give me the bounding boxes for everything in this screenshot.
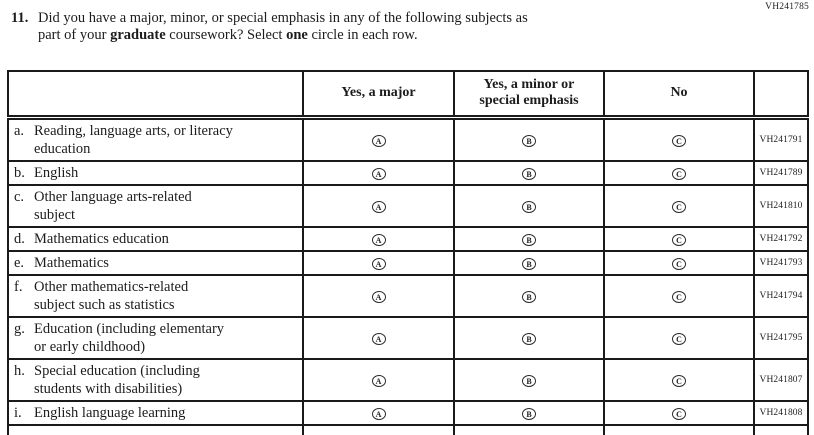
row-code: VH241792 (753, 225, 809, 252)
question-line-1: Did you have a major, minor, or special … (38, 10, 528, 26)
row-code: VH241808 (753, 399, 809, 426)
table-row-g: g. Education (including elementary or ear… (7, 315, 809, 360)
row-code: VH241791 (753, 116, 809, 162)
column-header-yes-major: Yes, a major (302, 70, 455, 120)
row-prefix: c. (14, 188, 25, 205)
row-prefix: h. (14, 362, 25, 379)
option-bubble-b[interactable]: B (522, 134, 536, 147)
table-row-i: i. English language learning A B C VH2418… (7, 399, 809, 426)
option-bubble-b[interactable]: B (522, 290, 536, 303)
option-bubble-c[interactable]: C (672, 200, 686, 213)
option-bubble-a[interactable]: A (371, 233, 386, 246)
row-code: VH241793 (753, 249, 809, 276)
row-label: Mathematics education (34, 230, 169, 247)
question-line-2: part of your graduate coursework? Select… (38, 27, 418, 43)
row-label: Reading, language arts, or literacy educ… (34, 122, 233, 157)
row-label: Mathematics (34, 254, 109, 271)
row-label: Other language arts-related subject (34, 188, 192, 223)
option-bubble-c[interactable]: C (672, 290, 686, 303)
option-bubble-b[interactable]: B (522, 257, 536, 270)
option-bubble-a[interactable]: A (371, 407, 386, 420)
column-header-subject (7, 70, 304, 120)
option-bubble-c[interactable]: C (672, 407, 686, 420)
header-row: Yes, a major Yes, a minor or special emp… (7, 70, 809, 120)
row-prefix: f. (14, 278, 23, 295)
column-header-no: No (603, 70, 755, 120)
row-prefix: d. (14, 230, 25, 247)
row-prefix: a. (14, 122, 25, 139)
row-label: English (34, 164, 79, 181)
option-bubble-a[interactable]: A (371, 167, 386, 180)
row-label: Special education (including students wi… (34, 362, 200, 397)
table-row-e: e. Mathematics A B C VH241793 (7, 249, 809, 276)
option-bubble-a[interactable]: A (371, 290, 386, 303)
option-bubble-b[interactable]: B (522, 407, 536, 420)
option-bubble-c[interactable]: C (672, 233, 686, 246)
option-bubble-b[interactable]: B (522, 233, 536, 246)
row-code: VH241807 (753, 357, 809, 402)
table-row-a: a. Reading, language arts, or literacy ed… (7, 116, 809, 162)
row-code: VH241795 (753, 315, 809, 360)
option-bubble-a[interactable]: A (371, 374, 386, 387)
row-code: VH241810 (753, 183, 809, 228)
row-label: Education (including elementary or early… (34, 320, 225, 355)
question-block: 11. Did you have a major, minor, or spec… (11, 10, 771, 44)
form-code: VH241785 (765, 2, 809, 12)
option-bubble-a[interactable]: A (371, 134, 386, 147)
table-row-h: h. Special education (including students … (7, 357, 809, 402)
option-bubble-c[interactable]: C (672, 332, 686, 345)
column-header-code (753, 70, 809, 120)
column-header-yes-minor: Yes, a minor or special emphasis (453, 70, 605, 120)
option-bubble-b[interactable]: B (522, 374, 536, 387)
table-row-f: f. Other mathematics-related subject such… (7, 273, 809, 318)
row-code: VH241789 (753, 159, 809, 186)
option-bubble-b[interactable]: B (522, 200, 536, 213)
row-prefix: i. (14, 404, 22, 421)
option-bubble-c[interactable]: C (672, 134, 686, 147)
option-bubble-c[interactable]: C (672, 167, 686, 180)
option-bubble-c[interactable]: C (672, 257, 686, 270)
option-bubble-b[interactable]: B (522, 167, 536, 180)
table-row-b: b. English A B C VH241789 (7, 159, 809, 186)
option-bubble-b[interactable]: B (522, 332, 536, 345)
row-label: English language learning (34, 404, 186, 421)
question-table: Yes, a major Yes, a minor or special emp… (7, 70, 809, 435)
question-number: 11. (11, 10, 29, 26)
row-prefix: e. (14, 254, 25, 271)
row-code: VH241794 (753, 273, 809, 318)
option-bubble-a[interactable]: A (371, 257, 386, 270)
option-bubble-a[interactable]: A (371, 200, 386, 213)
option-bubble-a[interactable]: A (371, 332, 386, 345)
question-text: Did you have a major, minor, or special … (38, 10, 528, 44)
row-label: Other mathematics-related subject such a… (34, 278, 189, 313)
row-prefix: g. (14, 320, 25, 337)
row-prefix: b. (14, 164, 25, 181)
option-bubble-c[interactable]: C (672, 374, 686, 387)
table-row-c: c. Other language arts-related subject A … (7, 183, 809, 228)
table-row-d: d. Mathematics education A B C VH241792 (7, 225, 809, 252)
table-row-partial (7, 423, 809, 435)
